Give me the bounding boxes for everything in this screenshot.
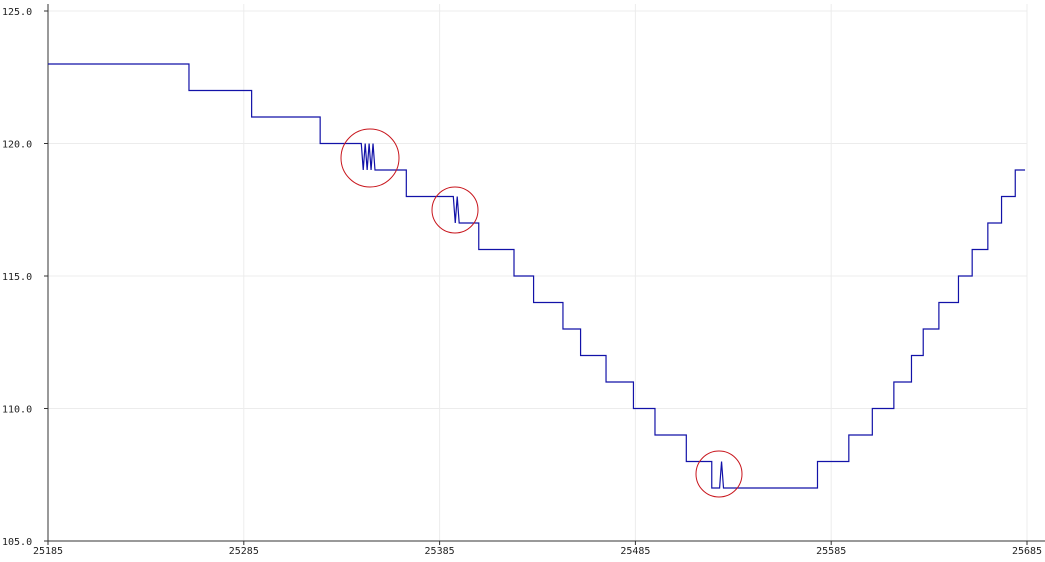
x-tick-label: 25485	[620, 546, 650, 557]
data-line	[48, 63, 1026, 489]
y-tick-label: 115.0	[2, 272, 32, 283]
highlight-circle	[695, 450, 743, 498]
y-tick-label: 125.0	[2, 7, 32, 18]
x-tick-label: 25585	[816, 546, 846, 557]
y-tick-label: 105.0	[2, 537, 32, 548]
plot: 105.0 110.0 115.0 120.0 125.0 25185 25285 25385…	[2, 7, 1042, 557]
y-tick-label: 110.0	[2, 405, 32, 416]
x-tick-label: 25385	[425, 546, 455, 557]
y-tick-label: 120.0	[2, 140, 32, 151]
x-tick-label: 25185	[33, 546, 63, 557]
x-tick-label: 25285	[229, 546, 259, 557]
highlight-circle	[340, 128, 400, 188]
highlight-circle	[431, 186, 479, 234]
x-tick-label: 25685	[1012, 546, 1042, 557]
